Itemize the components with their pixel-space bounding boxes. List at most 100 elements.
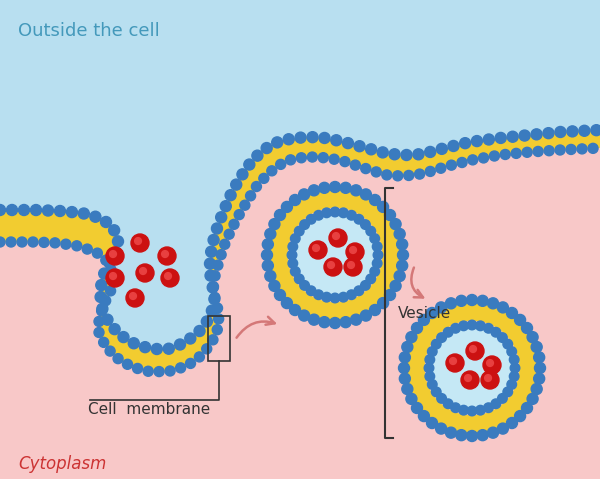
Circle shape: [287, 250, 297, 260]
Circle shape: [97, 306, 107, 316]
Circle shape: [202, 316, 212, 327]
Circle shape: [340, 157, 350, 167]
Circle shape: [483, 356, 501, 374]
Circle shape: [262, 239, 274, 250]
Circle shape: [211, 223, 223, 234]
Circle shape: [577, 144, 587, 154]
Circle shape: [445, 298, 457, 309]
Circle shape: [128, 338, 139, 349]
Circle shape: [436, 423, 446, 434]
Circle shape: [366, 226, 376, 236]
Circle shape: [118, 331, 129, 342]
Circle shape: [31, 205, 41, 216]
Circle shape: [487, 360, 493, 366]
Circle shape: [481, 371, 499, 389]
Circle shape: [354, 286, 364, 296]
Circle shape: [154, 366, 164, 376]
Circle shape: [286, 155, 296, 165]
Circle shape: [224, 229, 234, 239]
Circle shape: [265, 228, 276, 240]
Circle shape: [418, 411, 430, 422]
Circle shape: [307, 152, 317, 162]
Circle shape: [290, 194, 301, 205]
Circle shape: [398, 250, 409, 261]
Circle shape: [329, 154, 339, 164]
Circle shape: [61, 239, 71, 249]
Circle shape: [443, 399, 453, 409]
Circle shape: [373, 250, 383, 260]
Circle shape: [402, 342, 413, 353]
Circle shape: [591, 125, 600, 136]
Circle shape: [281, 297, 292, 308]
Circle shape: [207, 282, 218, 293]
Circle shape: [427, 380, 437, 389]
Circle shape: [106, 264, 116, 274]
Circle shape: [7, 205, 17, 216]
Circle shape: [314, 210, 323, 220]
Circle shape: [370, 234, 380, 243]
Circle shape: [385, 209, 395, 220]
Circle shape: [533, 373, 545, 384]
Circle shape: [389, 149, 400, 160]
Circle shape: [497, 423, 508, 434]
Circle shape: [322, 292, 331, 302]
Circle shape: [299, 310, 310, 321]
Circle shape: [126, 289, 144, 307]
Circle shape: [350, 185, 362, 196]
Circle shape: [500, 149, 510, 160]
Circle shape: [208, 282, 218, 292]
Circle shape: [347, 262, 355, 268]
Circle shape: [402, 384, 413, 395]
Circle shape: [274, 289, 286, 300]
Circle shape: [437, 333, 446, 342]
Circle shape: [107, 275, 118, 285]
Circle shape: [533, 147, 543, 157]
Circle shape: [208, 335, 218, 345]
Circle shape: [515, 411, 526, 422]
Circle shape: [281, 201, 292, 212]
Circle shape: [202, 344, 212, 354]
Circle shape: [347, 290, 356, 299]
Circle shape: [99, 268, 110, 279]
Circle shape: [346, 243, 364, 261]
Circle shape: [288, 259, 298, 268]
Circle shape: [308, 314, 319, 325]
Circle shape: [229, 219, 239, 229]
Circle shape: [527, 331, 538, 342]
Circle shape: [497, 302, 508, 313]
Circle shape: [467, 320, 477, 330]
Circle shape: [110, 251, 116, 257]
Circle shape: [113, 354, 123, 364]
Circle shape: [163, 343, 174, 354]
Circle shape: [354, 141, 365, 152]
Circle shape: [456, 296, 467, 307]
Circle shape: [28, 237, 38, 247]
Circle shape: [165, 366, 175, 376]
Circle shape: [427, 418, 437, 429]
Circle shape: [497, 394, 507, 403]
Text: Vesicle: Vesicle: [398, 306, 451, 320]
Circle shape: [490, 151, 499, 161]
Circle shape: [185, 358, 196, 368]
Circle shape: [459, 321, 469, 331]
Circle shape: [466, 342, 484, 360]
Circle shape: [194, 326, 205, 337]
Circle shape: [446, 354, 464, 372]
Circle shape: [555, 126, 566, 137]
Circle shape: [543, 127, 554, 138]
Circle shape: [267, 166, 277, 176]
Circle shape: [521, 322, 533, 333]
Circle shape: [470, 346, 476, 353]
Circle shape: [98, 337, 109, 347]
Circle shape: [328, 262, 334, 268]
Circle shape: [382, 170, 392, 180]
Circle shape: [319, 182, 330, 194]
Circle shape: [106, 286, 116, 296]
Circle shape: [347, 210, 356, 220]
Circle shape: [220, 240, 230, 249]
Circle shape: [484, 323, 493, 333]
Circle shape: [43, 205, 53, 216]
Circle shape: [245, 191, 256, 201]
Circle shape: [0, 237, 5, 247]
Circle shape: [373, 259, 382, 268]
